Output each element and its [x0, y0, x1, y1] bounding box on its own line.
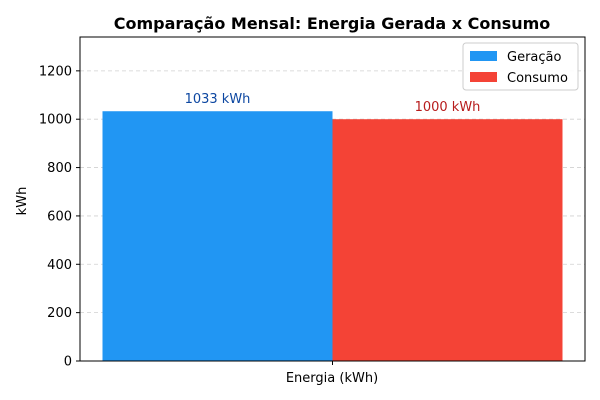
y-axis-label: kWh	[15, 187, 30, 216]
legend: Geração Consumo	[462, 42, 579, 91]
legend-label-consumo: Consumo	[507, 71, 568, 86]
y-tick-label: 800	[47, 161, 72, 176]
chart-title: Comparação Mensal: Energia Gerada x Cons…	[114, 14, 551, 33]
y-tick-label: 400	[47, 258, 72, 273]
y-axis-ticks: 0 200 400 600 800 1000 1200	[39, 64, 80, 370]
y-tick-label: 600	[47, 209, 72, 224]
bar-consumo	[332, 119, 563, 361]
legend-swatch-geracao	[470, 51, 497, 61]
data-labels: 1033 kWh 1000 kWh	[185, 92, 481, 115]
bar-geracao	[102, 111, 333, 361]
y-tick-label: 200	[47, 306, 72, 321]
legend-swatch-consumo	[470, 72, 497, 82]
legend-label-geracao: Geração	[507, 50, 561, 65]
y-tick-label: 1200	[39, 64, 72, 79]
x-axis-label: Energia (kWh)	[286, 371, 378, 386]
data-label-geracao: 1033 kWh	[185, 92, 251, 107]
y-tick-label: 0	[64, 355, 72, 370]
y-tick-label: 1000	[39, 113, 72, 128]
bars	[102, 111, 563, 361]
data-label-consumo: 1000 kWh	[415, 100, 481, 115]
